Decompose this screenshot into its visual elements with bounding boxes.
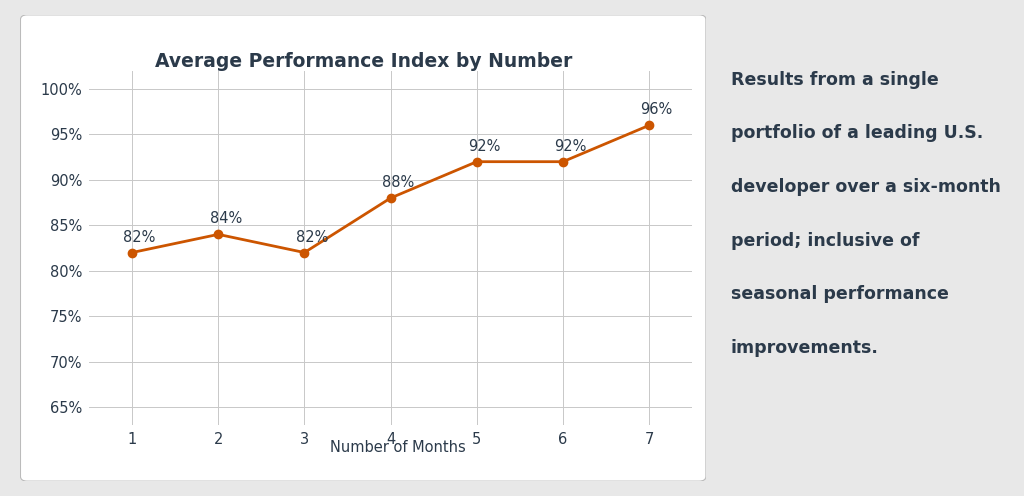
Text: portfolio of a leading U.S.: portfolio of a leading U.S.: [731, 124, 983, 142]
Text: period; inclusive of: period; inclusive of: [731, 232, 920, 249]
Text: Average Performance Index by Number
of Months Under Omnidian Management: Average Performance Index by Number of M…: [148, 52, 578, 96]
FancyBboxPatch shape: [20, 15, 706, 481]
Text: developer over a six-month: developer over a six-month: [731, 178, 1000, 196]
Text: improvements.: improvements.: [731, 339, 879, 357]
Text: seasonal performance: seasonal performance: [731, 285, 948, 303]
Text: Results from a single: Results from a single: [731, 71, 938, 89]
Text: Number of Months: Number of Months: [330, 440, 465, 455]
